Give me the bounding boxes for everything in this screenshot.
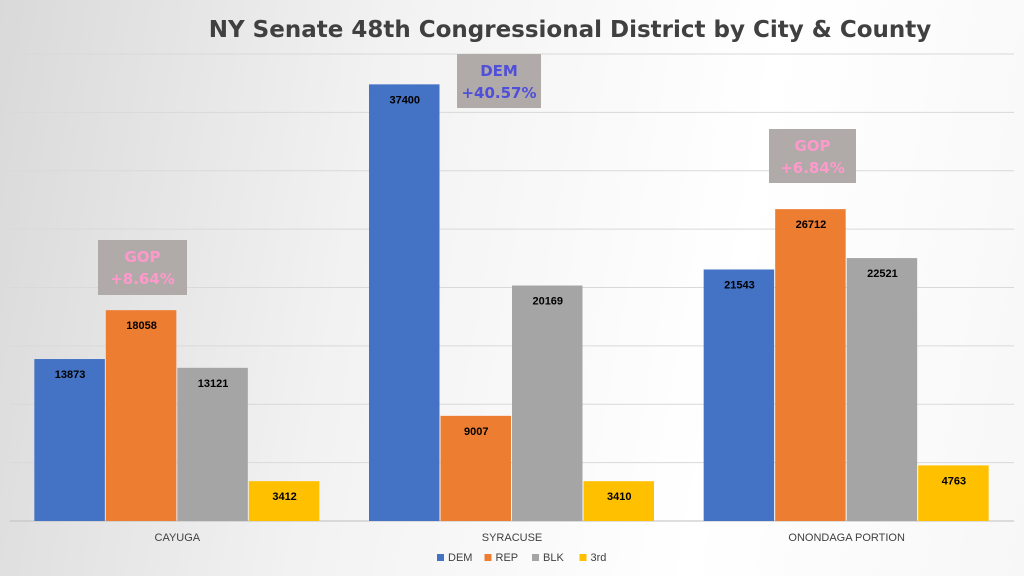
data-label: 22521 [867, 268, 898, 280]
legend-swatch [579, 554, 587, 561]
bar-blk [177, 367, 248, 521]
bar-rep [105, 310, 177, 521]
data-label: 13121 [198, 378, 229, 390]
chart-title: NY Senate 48th Congressional District by… [209, 17, 932, 43]
bar-3rd [583, 481, 654, 521]
data-label: 18058 [126, 320, 157, 332]
bar-dem [703, 269, 775, 521]
category-label: SYRACUSE [482, 532, 543, 544]
bar-rep [440, 415, 511, 521]
legend-label: REP [496, 552, 519, 564]
annotation-box [769, 129, 856, 183]
legend-label: DEM [448, 552, 472, 564]
data-label: 20169 [532, 296, 563, 308]
data-label: 26712 [796, 219, 827, 231]
bar-blk [846, 258, 918, 521]
bar-dem [369, 84, 440, 521]
data-label: 4763 [942, 475, 966, 487]
annotation-box [98, 240, 187, 295]
bar-rep [775, 209, 846, 522]
data-label: 9007 [464, 426, 488, 438]
legend-swatch [484, 554, 492, 561]
annotation-margin: +6.84% [780, 159, 845, 177]
annotation-margin: +40.57% [461, 84, 536, 102]
annotation-margin: +8.64% [110, 270, 175, 288]
data-label: 37400 [389, 94, 420, 106]
data-label: 3410 [607, 491, 631, 503]
category-label: CAYUGA [155, 532, 201, 544]
legend-label: BLK [543, 552, 564, 564]
data-label: 13873 [55, 369, 86, 381]
data-label: 3412 [272, 491, 296, 503]
legend-swatch [437, 554, 444, 561]
category-label: ONONDAGA PORTION [788, 532, 905, 544]
annotation-party: GOP [124, 248, 160, 266]
annotation-box [457, 54, 541, 108]
annotation-party: GOP [794, 137, 830, 155]
bar-dem [34, 359, 105, 521]
legend-swatch [532, 554, 539, 561]
bar-blk [512, 285, 583, 521]
bar-3rd [248, 481, 320, 521]
annotation-party: DEM [480, 62, 518, 80]
data-label: 21543 [724, 279, 755, 291]
legend-label: 3rd [591, 552, 607, 564]
bar-3rd [918, 465, 989, 521]
